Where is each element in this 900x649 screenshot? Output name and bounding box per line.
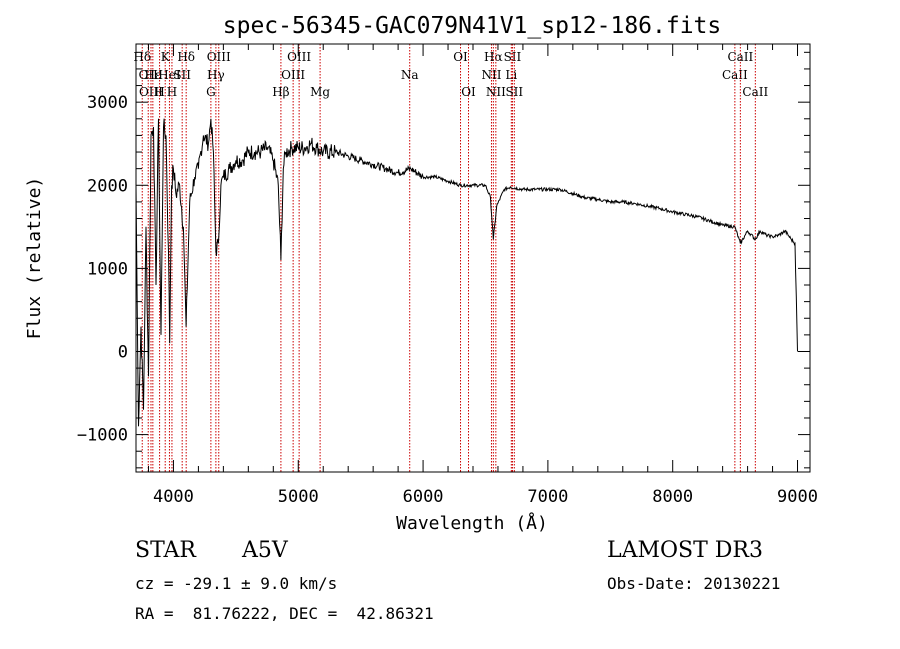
object-class: STAR: [135, 538, 196, 563]
line-marker-label: H: [154, 85, 164, 99]
survey-name: LAMOST DR3: [607, 538, 763, 563]
x-tick-label: 9000: [777, 487, 818, 507]
x-tick-label: 6000: [403, 487, 444, 507]
line-marker-label: Na: [401, 68, 419, 82]
line-marker-label: NII: [481, 68, 501, 82]
line-marker-label: OIII: [207, 50, 231, 64]
x-axis-label: Wavelength (Å): [396, 512, 548, 534]
y-axis-label: Flux (relative): [24, 177, 45, 340]
coordinates: RA = 81.76222, DEC = 42.86321: [135, 604, 434, 623]
y-tick-label: 2000: [87, 176, 128, 196]
line-marker-label: K: [161, 50, 171, 64]
line-marker-label: Hβ: [272, 85, 289, 99]
line-marker-label: OIII: [287, 50, 311, 64]
object-subclass: A5V: [242, 538, 288, 563]
line-marker-label: OI: [461, 85, 476, 99]
axis-ticks: 4000 5000 6000 7000 8000 9000 −1000 0 1000 2000 30…: [77, 44, 818, 507]
redshift-text: cz = -29.1 ± 9.0 km/s: [135, 574, 338, 593]
spectrum-line: [135, 118, 798, 427]
line-marker-label: Hδ: [133, 50, 151, 64]
line-marker-label: OI: [453, 50, 468, 64]
line-marker-label: Hε: [145, 68, 162, 82]
y-tick-label: 0: [118, 342, 128, 362]
line-marker-label: CaII: [742, 85, 768, 99]
line-marker-label: HeI: [158, 68, 181, 82]
x-tick-label: 4000: [153, 487, 194, 507]
y-tick-label: 3000: [87, 93, 128, 113]
y-tick-label: −1000: [77, 426, 128, 446]
line-marker-label: Mg: [310, 85, 330, 99]
line-marker-label: SII: [505, 85, 523, 99]
line-marker-label: H: [167, 85, 177, 99]
line-marker-label: Hγ: [207, 68, 225, 82]
line-marker-label: Hα: [484, 50, 503, 64]
line-marker-label: Li: [505, 68, 517, 82]
line-marker-label: CaII: [727, 50, 753, 64]
line-marker-label: OIII: [281, 68, 305, 82]
obs-date: Obs-Date: 20130221: [607, 574, 781, 593]
x-tick-label: 8000: [652, 487, 693, 507]
chart-title: spec-56345-GAC079N41V1_sp12-186.fits: [223, 13, 722, 39]
plot-frame: [135, 43, 811, 473]
spectrum: [135, 118, 798, 427]
line-marker-label: SII: [173, 68, 191, 82]
y-tick-label: 1000: [87, 259, 128, 279]
line-marker-label: NII: [486, 85, 506, 99]
line-marker-label: G: [206, 85, 216, 99]
line-marker-label: OIII: [139, 85, 163, 99]
line-markers: HδOIIOIIIHεHKHeIHSIIHδGHγOIIIHβOIIIOIIIM…: [133, 44, 768, 472]
line-marker-label: SII: [504, 50, 522, 64]
line-marker-label: Hδ: [177, 50, 195, 64]
line-marker-label: CaII: [722, 68, 748, 82]
x-tick-label: 7000: [527, 487, 568, 507]
x-tick-label: 5000: [278, 487, 319, 507]
